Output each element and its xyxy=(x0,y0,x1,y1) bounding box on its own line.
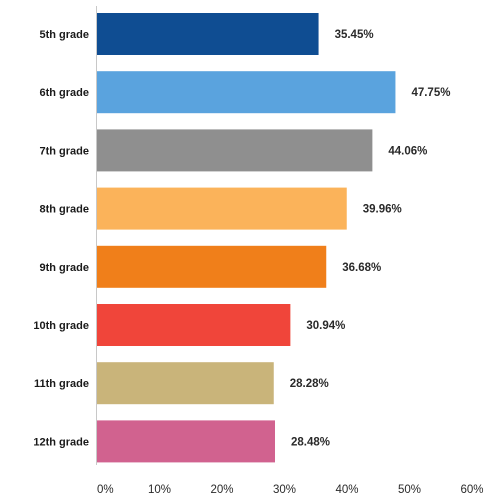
x-tick-label-0: 0% xyxy=(97,484,114,496)
category-label-7th-grade: 7th grade xyxy=(39,145,89,157)
bar-group-6th-grade: 6th grade 47.75% xyxy=(39,71,450,114)
category-label-10th-grade: 10th grade xyxy=(33,320,89,332)
bar-10th-grade xyxy=(97,304,291,346)
bar-5th-grade xyxy=(97,13,319,55)
x-tick-label-40: 40% xyxy=(335,484,358,496)
bar-group-11th-grade: 11th grade 28.28% xyxy=(34,362,329,405)
bar-group-9th-grade: 9th grade 36.68% xyxy=(39,245,381,288)
value-label-6th-grade: 47.75% xyxy=(411,87,450,99)
value-label-5th-grade: 35.45% xyxy=(335,29,374,41)
value-label-7th-grade: 44.06% xyxy=(388,145,427,157)
x-tick-label-10: 10% xyxy=(148,484,171,496)
value-label-12th-grade: 28.48% xyxy=(291,436,330,448)
value-label-9th-grade: 36.68% xyxy=(342,262,381,274)
x-tick-label-60: 60% xyxy=(460,484,483,496)
x-axis-ticks: 0% 10% 20% 30% 40% 50% 60% xyxy=(97,484,484,496)
value-label-10th-grade: 30.94% xyxy=(306,320,345,332)
bar-group-8th-grade: 8th grade 39.96% xyxy=(39,187,402,230)
bar-11th-grade xyxy=(97,362,274,405)
bar-8th-grade xyxy=(97,187,347,230)
bar-group-12th-grade: 12th grade 28.48% xyxy=(33,420,330,463)
category-label-9th-grade: 9th grade xyxy=(39,262,89,274)
x-tick-label-20: 20% xyxy=(210,484,233,496)
bar-group-7th-grade: 7th grade 44.06% xyxy=(39,129,427,172)
bar-9th-grade xyxy=(97,245,327,288)
bar-group-10th-grade: 10th grade 30.94% xyxy=(33,304,345,346)
value-label-8th-grade: 39.96% xyxy=(363,204,402,216)
category-label-5th-grade: 5th grade xyxy=(39,29,89,41)
bar-12th-grade xyxy=(97,420,275,463)
value-label-11th-grade: 28.28% xyxy=(290,378,329,390)
bars-layer: 5th grade 35.45% 6th grade 47.75% 7th grade 4… xyxy=(33,13,450,463)
category-label-11th-grade: 11th grade xyxy=(34,378,89,390)
x-tick-label-30: 30% xyxy=(273,484,296,496)
bar-7th-grade xyxy=(97,129,373,172)
bar-group-5th-grade: 5th grade 35.45% xyxy=(39,13,374,55)
bar-6th-grade xyxy=(97,71,396,114)
x-tick-label-50: 50% xyxy=(398,484,421,496)
category-label-12th-grade: 12th grade xyxy=(33,436,89,448)
category-label-8th-grade: 8th grade xyxy=(39,204,89,216)
category-label-6th-grade: 6th grade xyxy=(39,87,89,99)
